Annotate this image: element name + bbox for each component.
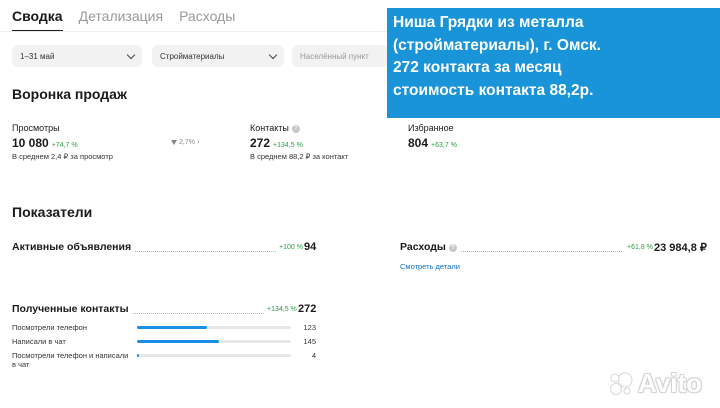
banner-line: (стройматериалы), г. Омск. (393, 36, 601, 54)
sub-row-label: Посмотрели телефон и написали в чат (12, 351, 129, 369)
progress-bar (137, 354, 291, 357)
city-input-placeholder: Населённый пункт (300, 51, 369, 61)
help-icon[interactable]: ? (291, 125, 300, 133)
category-select[interactable]: Стройматериалы (152, 45, 284, 67)
expenses-value: 23 984,8 ₽ (654, 242, 707, 254)
funnel-title: Воронка продаж (12, 86, 127, 102)
progress-fill (137, 354, 140, 357)
sub-row-value: 123 (303, 323, 316, 332)
contacts-number: 272 (250, 136, 271, 150)
chevron-down-icon (268, 50, 278, 59)
expenses-delta: +61,8 % (627, 244, 653, 251)
funnel-icon (171, 140, 177, 145)
avito-watermark: Avito (608, 368, 702, 399)
sub-row-label: Посмотрели телефон (12, 323, 87, 332)
conversion-rate[interactable]: 2,7% › (171, 139, 199, 146)
progress-bar (137, 326, 291, 329)
banner-line: 272 контакта за месяц (393, 59, 562, 76)
views-value: 10 080 +74,7 % (12, 136, 78, 150)
see-details-link[interactable]: Смотреть детали (400, 262, 460, 271)
banner-line: Ниша Грядки из металла (393, 14, 584, 31)
contacts-sub: В среднем 88,2 ₽ за контакт (250, 152, 349, 161)
tab-expenses[interactable]: Расходы (179, 8, 236, 24)
received-contacts-label: Полученные контакты (12, 303, 132, 315)
indicators-title: Показатели (12, 204, 93, 220)
sub-row-value: 145 (303, 337, 316, 346)
banner-line: стоимость контакта 88,2р. (393, 81, 594, 99)
city-input[interactable]: Населённый пункт (292, 45, 388, 67)
contacts-label: Контакты? (250, 123, 300, 133)
leader-dots (12, 313, 264, 314)
active-ads-label: Активные объявления (12, 241, 135, 253)
views-sub: В среднем 2,4 ₽ за просмотр (12, 152, 113, 161)
sub-row-label: Написали в чат (12, 337, 66, 346)
views-number: 10 080 (12, 136, 49, 150)
received-contacts-value: 272 (298, 303, 317, 315)
active-ads-value: 94 (304, 241, 317, 253)
progress-bar (137, 340, 291, 343)
chevron-right-icon: › (196, 139, 200, 146)
views-label: Просмотры (12, 123, 60, 133)
expenses-label: Расходы? (400, 241, 460, 253)
leader-dots (12, 251, 276, 252)
chevron-down-icon (126, 50, 136, 59)
tab-details[interactable]: Детализация (78, 8, 164, 24)
leader-dots (400, 251, 622, 252)
avito-wordmark: Avito (638, 368, 703, 398)
avito-logo-icon (610, 372, 633, 395)
help-icon[interactable]: ? (448, 244, 457, 252)
progress-fill (137, 340, 220, 343)
views-delta: +74,7 % (51, 142, 78, 149)
active-ads-delta: +100 % (279, 244, 303, 251)
progress-fill (137, 326, 207, 329)
favorites-number: 804 (408, 136, 429, 150)
contacts-label-text: Контакты (250, 123, 289, 133)
period-select[interactable]: 1–31 май (12, 45, 142, 67)
tab-summary[interactable]: Сводка (12, 8, 63, 32)
annotation-banner: Ниша Грядки из металла (стройматериалы),… (387, 8, 720, 118)
favorites-label: Избранное (408, 123, 454, 133)
expenses-label-text: Расходы (400, 241, 446, 253)
received-contacts-delta: +134,5 % (267, 306, 297, 313)
favorites-delta: +63,7 % (431, 142, 457, 149)
conversion-value: 2,7% (179, 139, 195, 146)
favorites-value: 804 +63,7 % (408, 136, 457, 150)
tab-bar: Сводка Детализация Расходы (12, 8, 235, 32)
tabs-divider (0, 31, 720, 32)
contacts-delta: +134,5 % (273, 142, 303, 149)
period-select-value: 1–31 май (20, 51, 55, 61)
sub-row-value: 4 (311, 351, 316, 360)
contacts-value: 272 +134,5 % (250, 136, 303, 150)
category-select-value: Стройматериалы (160, 51, 225, 61)
